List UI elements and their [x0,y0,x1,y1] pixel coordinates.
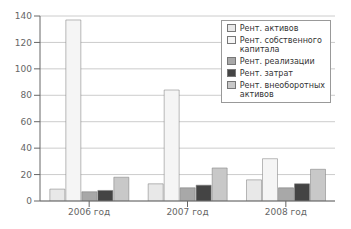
svg-text:20: 20 [21,170,33,180]
svg-text:40: 40 [21,143,33,153]
html-text:Рент. реализации: Рент. реализации [239,57,315,66]
svg-text:140: 140 [15,11,32,21]
svg-text:2007 год: 2007 год [166,207,208,217]
html-text:Рент. затрат: Рент. затрат [239,69,293,78]
html-text:Рент. собственного капитала: Рент. собственного капитала [239,36,322,54]
html-text:Рент. активов: Рент. активов [239,24,299,33]
svg-text:2008 год: 2008 год [265,207,307,217]
svg-text:60: 60 [21,117,33,127]
svg-text:80: 80 [21,90,33,100]
html-text:Рент. внеоборотных активов: Рент. внеоборотных активов [239,81,325,99]
svg-text:2006 год: 2006 год [68,207,110,217]
svg-text:100: 100 [15,64,32,74]
svg-text:120: 120 [15,38,32,48]
svg-text:0: 0 [26,196,32,206]
